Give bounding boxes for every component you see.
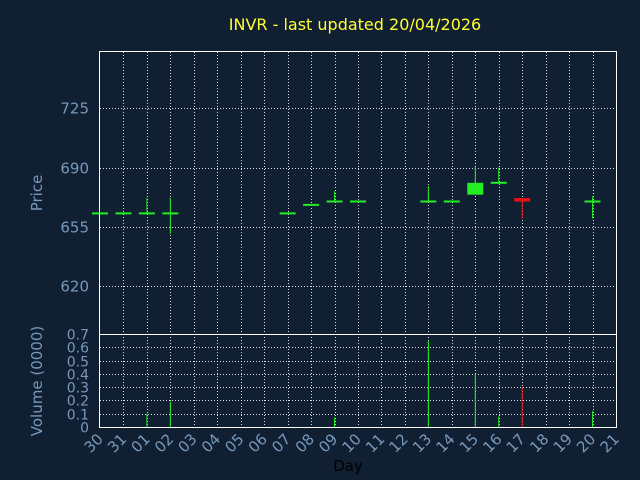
x-tick-label: 09 bbox=[315, 430, 341, 456]
volume-tick-label: 0.2 bbox=[67, 394, 89, 410]
chart-title: INVR - last updated 20/04/2026 bbox=[229, 15, 481, 34]
candle-body bbox=[443, 200, 460, 203]
volume-tick-label: 0.6 bbox=[67, 341, 89, 357]
candle-body bbox=[467, 182, 484, 195]
x-tick-label: 14 bbox=[432, 430, 458, 456]
candle bbox=[303, 203, 320, 206]
x-tick-label: 07 bbox=[268, 430, 294, 456]
price-candles bbox=[92, 165, 601, 234]
x-tick-label: 06 bbox=[245, 430, 271, 456]
candle-body bbox=[514, 198, 531, 202]
volume-tick-label: 0.7 bbox=[67, 328, 89, 344]
x-tick-label: 13 bbox=[409, 430, 435, 456]
price-axis-label: Price bbox=[28, 175, 46, 212]
volume-y-axis: 00.10.20.30.40.50.60.7 bbox=[67, 328, 89, 437]
candle-body bbox=[279, 212, 296, 215]
candle-body bbox=[420, 200, 437, 203]
x-tick-label: 02 bbox=[151, 430, 177, 456]
volume-tick-label: 0.3 bbox=[67, 381, 89, 397]
candle bbox=[514, 198, 531, 219]
x-tick-label: 08 bbox=[292, 430, 318, 456]
x-axis: 3031010203040506070809101112131415161718… bbox=[81, 430, 623, 456]
candle-body bbox=[303, 203, 320, 206]
price-tick-label: 620 bbox=[60, 278, 89, 296]
candle-body bbox=[138, 212, 155, 215]
x-tick-label: 18 bbox=[526, 430, 552, 456]
x-tick-label: 20 bbox=[573, 430, 599, 456]
x-axis-label: Day bbox=[333, 457, 363, 475]
price-tick-label: 655 bbox=[60, 219, 89, 237]
x-tick-label: 19 bbox=[550, 430, 576, 456]
volume-bars bbox=[146, 340, 594, 427]
candle bbox=[326, 191, 343, 203]
x-tick-label: 16 bbox=[479, 430, 505, 456]
volume-grid bbox=[100, 334, 616, 427]
x-tick-label: 11 bbox=[362, 430, 388, 456]
price-tick-label: 690 bbox=[60, 160, 89, 178]
candle bbox=[279, 212, 296, 215]
candle-body bbox=[162, 212, 179, 215]
volume-tick-label: 0.5 bbox=[67, 355, 89, 371]
volume-axis-label: Volume (0000) bbox=[28, 326, 46, 436]
candle bbox=[350, 200, 366, 203]
x-tick-label: 21 bbox=[597, 430, 623, 456]
x-tick-label: 04 bbox=[198, 430, 224, 456]
candle bbox=[490, 167, 507, 184]
candle bbox=[443, 200, 460, 203]
candle bbox=[584, 196, 601, 219]
price-tick-label: 725 bbox=[60, 100, 89, 118]
candle-body bbox=[115, 212, 132, 215]
candle bbox=[420, 186, 437, 203]
volume-plot-frame bbox=[99, 334, 617, 428]
x-tick-label: 15 bbox=[456, 430, 482, 456]
candle-body bbox=[490, 181, 507, 184]
candle bbox=[138, 198, 155, 215]
volume-tick-label: 0 bbox=[80, 421, 89, 437]
volume-tick-label: 0.1 bbox=[67, 408, 89, 424]
candle-body bbox=[584, 200, 601, 203]
x-tick-label: 17 bbox=[503, 430, 529, 456]
x-tick-label: 01 bbox=[128, 430, 154, 456]
volume-tick-label: 0.4 bbox=[67, 368, 89, 384]
candle-body bbox=[326, 200, 343, 203]
x-tick-label: 31 bbox=[104, 430, 130, 456]
candle bbox=[467, 165, 484, 195]
x-tick-label: 12 bbox=[386, 430, 412, 456]
candle-body bbox=[350, 200, 366, 203]
candle bbox=[115, 212, 132, 215]
x-tick-label: 10 bbox=[339, 430, 365, 456]
candle bbox=[162, 198, 179, 234]
x-tick-label: 03 bbox=[174, 430, 200, 456]
price-y-axis: 620 655 690 725 bbox=[60, 100, 89, 296]
x-tick-label: 05 bbox=[221, 430, 247, 456]
price-grid bbox=[100, 52, 616, 334]
